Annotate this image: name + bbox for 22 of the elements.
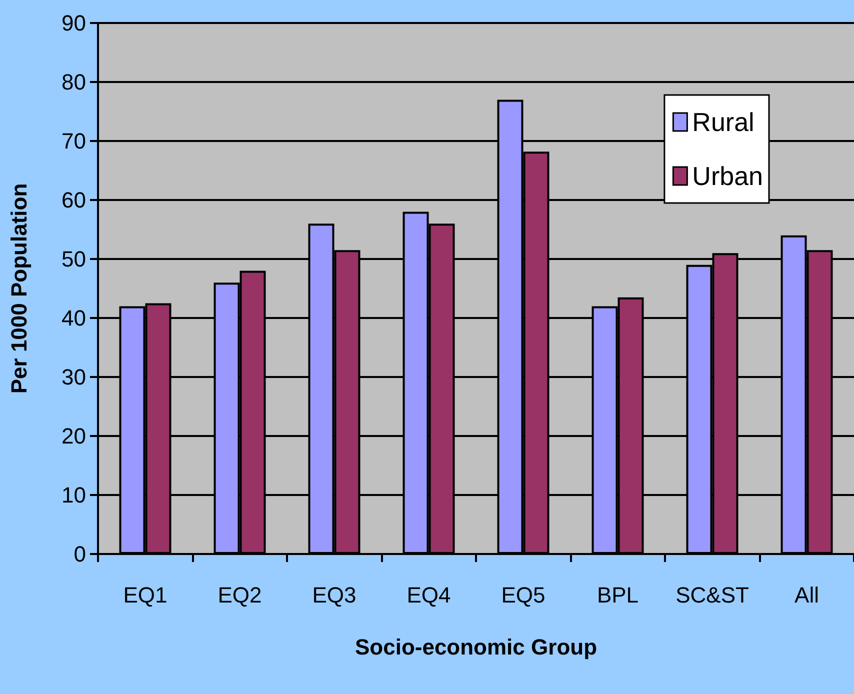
x-tick-label: EQ4 [406,582,451,608]
y-tick-label: 0 [74,542,86,566]
y-tick-label: 30 [62,364,86,390]
legend-label: Rural [692,107,754,137]
x-tick-label: BPL [596,582,639,608]
y-tick-label: 10 [62,482,86,508]
y-tick-label: 80 [62,70,86,94]
legend-label: Urban [692,161,764,191]
y-tick-label: 90 [62,10,86,36]
y-tick-label: 60 [62,188,86,212]
x-tick-label: EQ1 [123,582,168,608]
y-tick-label: 70 [62,128,86,154]
y-axis-title: Per 1000 Population [6,183,32,394]
x-axis-title: Socio-economic Group [354,634,598,660]
x-tick-label: EQ5 [501,582,546,608]
y-tick-label: 50 [62,246,86,272]
x-tick-label: SC&ST [676,582,749,608]
y-tick-label: 40 [62,306,86,330]
x-tick-label: EQ3 [312,582,356,608]
y-tick-label: 20 [62,424,86,448]
x-tick-label: EQ2 [218,582,262,608]
x-tick-label: All [794,582,819,608]
